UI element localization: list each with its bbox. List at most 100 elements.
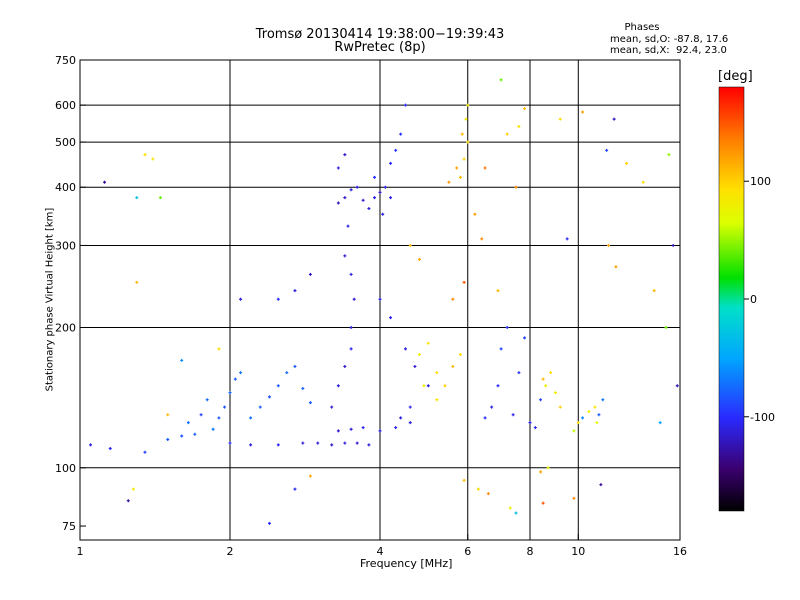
data-point [205, 398, 209, 402]
data-point [408, 243, 412, 247]
colorbar-unit-label: [deg] [718, 69, 753, 84]
data-point [301, 441, 305, 445]
data-point [664, 326, 668, 330]
data-point [166, 438, 170, 442]
data-point [597, 413, 601, 417]
data-point [211, 427, 215, 431]
data-point [158, 196, 162, 200]
data-point [293, 487, 297, 491]
data-point [285, 371, 289, 375]
data-point [389, 316, 393, 320]
data-point [483, 166, 487, 170]
data-point [523, 336, 527, 340]
phases-legend-x: mean, sd,X: 92.4, 23.0 [610, 45, 727, 56]
data-point [403, 347, 407, 351]
data-point [460, 132, 464, 136]
data-point [625, 161, 629, 165]
data-point [514, 511, 518, 515]
data-point [508, 506, 512, 510]
data-point [576, 421, 580, 425]
colorbar-tick-label: 100 [750, 175, 771, 188]
data-point [166, 413, 170, 417]
data-point [349, 272, 353, 276]
data-point [239, 297, 243, 301]
data-point [490, 405, 494, 409]
data-point [473, 212, 477, 216]
data-point [558, 117, 562, 121]
data-point [361, 198, 365, 202]
data-point [361, 426, 365, 430]
y-tick-label: 600 [55, 99, 76, 112]
data-point [476, 487, 480, 491]
data-point [373, 175, 377, 179]
data-points [89, 78, 679, 525]
data-point [514, 185, 518, 189]
data-point [343, 441, 347, 445]
data-point [544, 384, 548, 388]
data-point [276, 384, 280, 388]
data-point [346, 224, 350, 228]
data-point [517, 124, 521, 128]
data-point [349, 326, 353, 330]
data-point [89, 443, 93, 447]
data-point [394, 426, 398, 430]
x-tick-label: 16 [673, 545, 687, 558]
data-point [399, 416, 403, 420]
data-point [381, 212, 385, 216]
data-point [641, 180, 645, 184]
data-point [233, 377, 237, 381]
data-point [565, 237, 569, 241]
data-point [180, 434, 184, 438]
y-tick-label: 200 [55, 322, 76, 335]
data-point [426, 384, 430, 388]
y-tick-label: 500 [55, 136, 76, 149]
data-point [343, 153, 347, 157]
data-point [523, 107, 527, 111]
data-point [408, 421, 412, 425]
x-tick-label: 8 [527, 545, 534, 558]
data-point [455, 166, 459, 170]
x-tick-label: 10 [571, 545, 585, 558]
data-point [336, 429, 340, 433]
data-point [293, 289, 297, 293]
data-point [330, 443, 334, 447]
data-point [496, 384, 500, 388]
data-point [223, 405, 227, 409]
data-point [267, 521, 271, 525]
axis-ticks: 1 2 4 6 8 10 16 75 100 200 300 400 500 600 750 [55, 54, 687, 558]
data-point [486, 492, 490, 496]
data-point [533, 426, 537, 430]
data-point [349, 347, 353, 351]
data-point [228, 441, 232, 445]
data-point [528, 421, 532, 425]
data-point [135, 196, 139, 200]
data-point [249, 443, 253, 447]
data-point [373, 196, 377, 200]
data-point [447, 180, 451, 184]
data-point [499, 347, 503, 351]
data-point [403, 103, 407, 107]
y-tick-label: 400 [55, 181, 76, 194]
data-point [330, 405, 334, 409]
data-point [587, 410, 591, 414]
data-point [480, 237, 484, 241]
data-point [308, 474, 312, 478]
data-point [483, 416, 487, 420]
data-point [378, 297, 382, 301]
data-point [599, 483, 603, 487]
data-point [462, 280, 466, 284]
data-point [336, 166, 340, 170]
data-point [541, 377, 545, 381]
data-point [612, 117, 616, 121]
colorbar-tick-label: -100 [750, 411, 775, 424]
data-point [389, 196, 393, 200]
data-point [511, 413, 515, 417]
data-point [426, 341, 430, 345]
data-point [443, 384, 447, 388]
data-point [217, 347, 221, 351]
data-point [378, 190, 382, 194]
data-point [417, 257, 421, 261]
data-point [349, 427, 353, 431]
data-point [458, 353, 462, 357]
data-point [293, 364, 297, 368]
